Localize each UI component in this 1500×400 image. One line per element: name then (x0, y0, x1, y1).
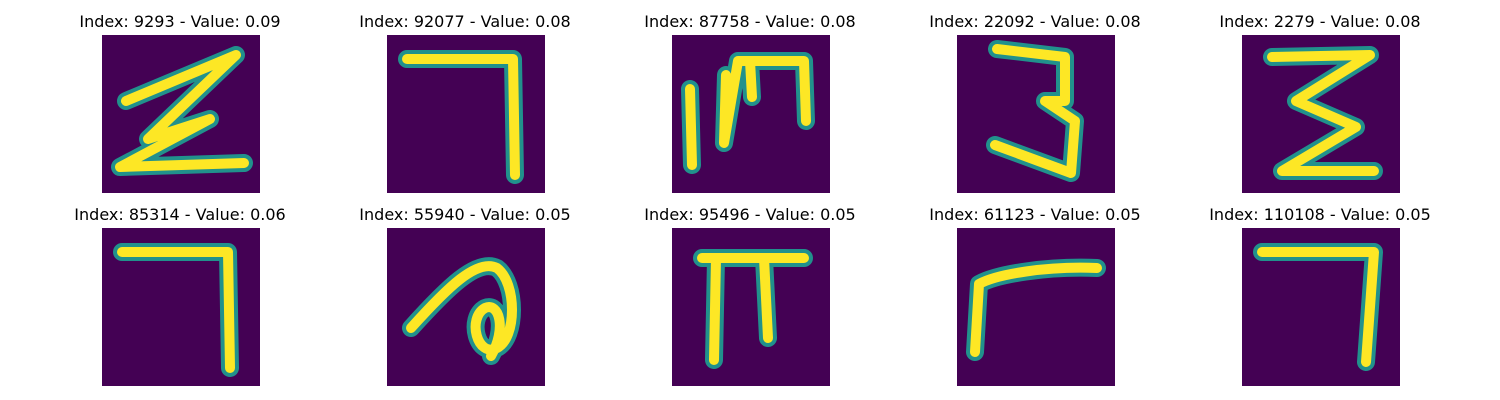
panel-5: Index: 2279 - Value: 0.08 (1180, 12, 1460, 202)
panel-title: Index: 22092 - Value: 0.08 (929, 12, 1141, 31)
panel-title: Index: 61123 - Value: 0.05 (929, 205, 1141, 224)
panel-10: Index: 110108 - Value: 0.05 (1180, 205, 1460, 395)
digit-image (957, 35, 1115, 193)
panel-4: Index: 22092 - Value: 0.08 (895, 12, 1175, 202)
panel-7: Index: 55940 - Value: 0.05 (325, 205, 605, 395)
panel-title: Index: 85314 - Value: 0.06 (74, 205, 286, 224)
digit-image (672, 228, 830, 386)
digit-image (1242, 228, 1400, 386)
digit-image (1242, 35, 1400, 193)
panel-title: Index: 87758 - Value: 0.08 (644, 12, 856, 31)
panel-3: Index: 87758 - Value: 0.08 (610, 12, 890, 202)
panel-title: Index: 9293 - Value: 0.09 (79, 12, 281, 31)
digit-image (102, 35, 260, 193)
digit-image (387, 228, 545, 386)
panel-8: Index: 95496 - Value: 0.05 (610, 205, 890, 395)
panel-title: Index: 95496 - Value: 0.05 (644, 205, 856, 224)
panel-1: Index: 9293 - Value: 0.09 (40, 12, 320, 202)
digit-image (672, 35, 830, 193)
digit-image (387, 35, 545, 193)
digit-image (957, 228, 1115, 386)
panel-title: Index: 92077 - Value: 0.08 (359, 12, 571, 31)
panel-title: Index: 2279 - Value: 0.08 (1219, 12, 1421, 31)
panel-9: Index: 61123 - Value: 0.05 (895, 205, 1175, 395)
panel-title: Index: 55940 - Value: 0.05 (359, 205, 571, 224)
digit-image (102, 228, 260, 386)
panel-6: Index: 85314 - Value: 0.06 (40, 205, 320, 395)
panel-2: Index: 92077 - Value: 0.08 (325, 12, 605, 202)
panel-title: Index: 110108 - Value: 0.05 (1209, 205, 1431, 224)
